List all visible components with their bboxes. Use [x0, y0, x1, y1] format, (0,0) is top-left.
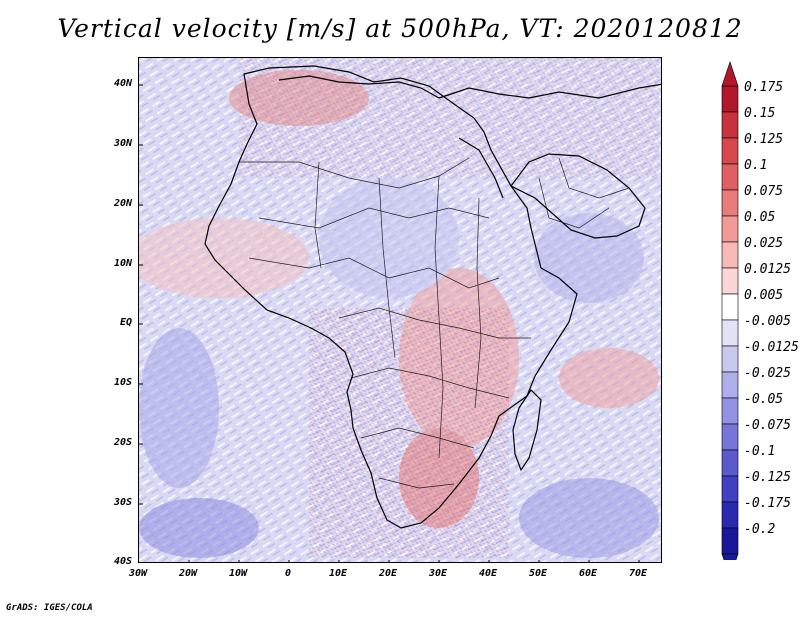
- colorbar-swatch: [721, 137, 739, 165]
- velocity-field: [139, 58, 661, 562]
- colorbar-label: -0.005: [744, 314, 791, 329]
- lon-label-50e: 50E: [528, 568, 548, 579]
- colorbar-label: -0.075: [744, 418, 791, 433]
- lat-label-30n: 30N: [113, 138, 132, 149]
- lon-label-30w: 30W: [128, 568, 148, 579]
- colorbar-swatch: [721, 163, 739, 191]
- colorbar-label: 0.025: [744, 236, 784, 251]
- lon-label-20e: 20E: [378, 568, 398, 579]
- colorbar-swatch: [721, 215, 739, 243]
- colorbar-swatch: [721, 111, 739, 139]
- lon-label-0: 0: [284, 568, 292, 579]
- lon-label-30e: 30E: [428, 568, 448, 579]
- lon-label-40e: 40E: [478, 568, 498, 579]
- colorbar-swatch: [721, 267, 739, 295]
- lat-label-20s: 20S: [113, 437, 132, 448]
- lon-label-60e: 60E: [578, 568, 598, 579]
- lat-label-40s: 40S: [113, 556, 132, 567]
- colorbar-label: -0.175: [744, 496, 791, 511]
- colorbar-swatch: [721, 397, 739, 425]
- colorbar-label: 0.005: [744, 288, 784, 303]
- colorbar-label: 0.1: [744, 158, 768, 173]
- colorbar-label: -0.125: [744, 470, 791, 485]
- colorbar-label: 0.075: [744, 184, 784, 199]
- colorbar-swatch: [721, 319, 739, 347]
- colorbar-label: 0.175: [744, 80, 784, 95]
- lat-label-40n: 40N: [113, 78, 132, 89]
- lon-label-10e: 10E: [328, 568, 348, 579]
- colorbar-swatch: [721, 241, 739, 269]
- lat-label-30s: 30S: [113, 497, 132, 508]
- coastlines: [204, 65, 661, 529]
- colorbar-label: 0.05: [744, 210, 776, 225]
- colorbar-swatches: [721, 61, 739, 560]
- colorbar-swatch: [721, 345, 739, 373]
- colorbar-label: -0.2: [744, 522, 776, 537]
- colorbar-label: -0.1: [744, 444, 776, 459]
- lat-label-10n: 10N: [113, 258, 132, 269]
- lon-label-10w: 10W: [228, 568, 248, 579]
- tick-marks: [139, 84, 640, 562]
- colorbar-swatch: [721, 423, 739, 451]
- colorbar-max-arrow: [721, 61, 739, 87]
- colorbar-swatch: [721, 371, 739, 399]
- colorbar-label: 0.15: [744, 106, 776, 121]
- map-panel: [138, 57, 662, 563]
- colorbar: [721, 61, 739, 560]
- map-title: Vertical velocity [m/s] at 500hPa, VT: 2…: [57, 14, 743, 43]
- colorbar-label: -0.05: [744, 392, 784, 407]
- colorbar-swatch: [721, 449, 739, 477]
- colorbar-swatch: [721, 501, 739, 529]
- colorbar-label: 0.125: [744, 132, 784, 147]
- credit-text: GrADS: IGES/COLA: [6, 603, 93, 613]
- colorbar-swatch: [721, 475, 739, 503]
- colorbar-swatch: [721, 293, 739, 321]
- colorbar-swatch: [721, 527, 739, 555]
- colorbar-label: 0.0125: [744, 262, 791, 277]
- lon-label-70e: 70E: [628, 568, 648, 579]
- lat-label-10s: 10S: [113, 377, 132, 388]
- colorbar-min-arrow: [721, 553, 739, 560]
- colorbar-label: -0.0125: [744, 340, 799, 355]
- country-borders: [239, 157, 630, 489]
- colorbar-swatch: [721, 189, 739, 217]
- lat-label-eq: EQ: [119, 317, 132, 328]
- colorbar-swatch: [721, 85, 739, 113]
- lon-label-20w: 20W: [178, 568, 198, 579]
- colorbar-label: -0.025: [744, 366, 791, 381]
- lat-label-20n: 20N: [113, 198, 132, 209]
